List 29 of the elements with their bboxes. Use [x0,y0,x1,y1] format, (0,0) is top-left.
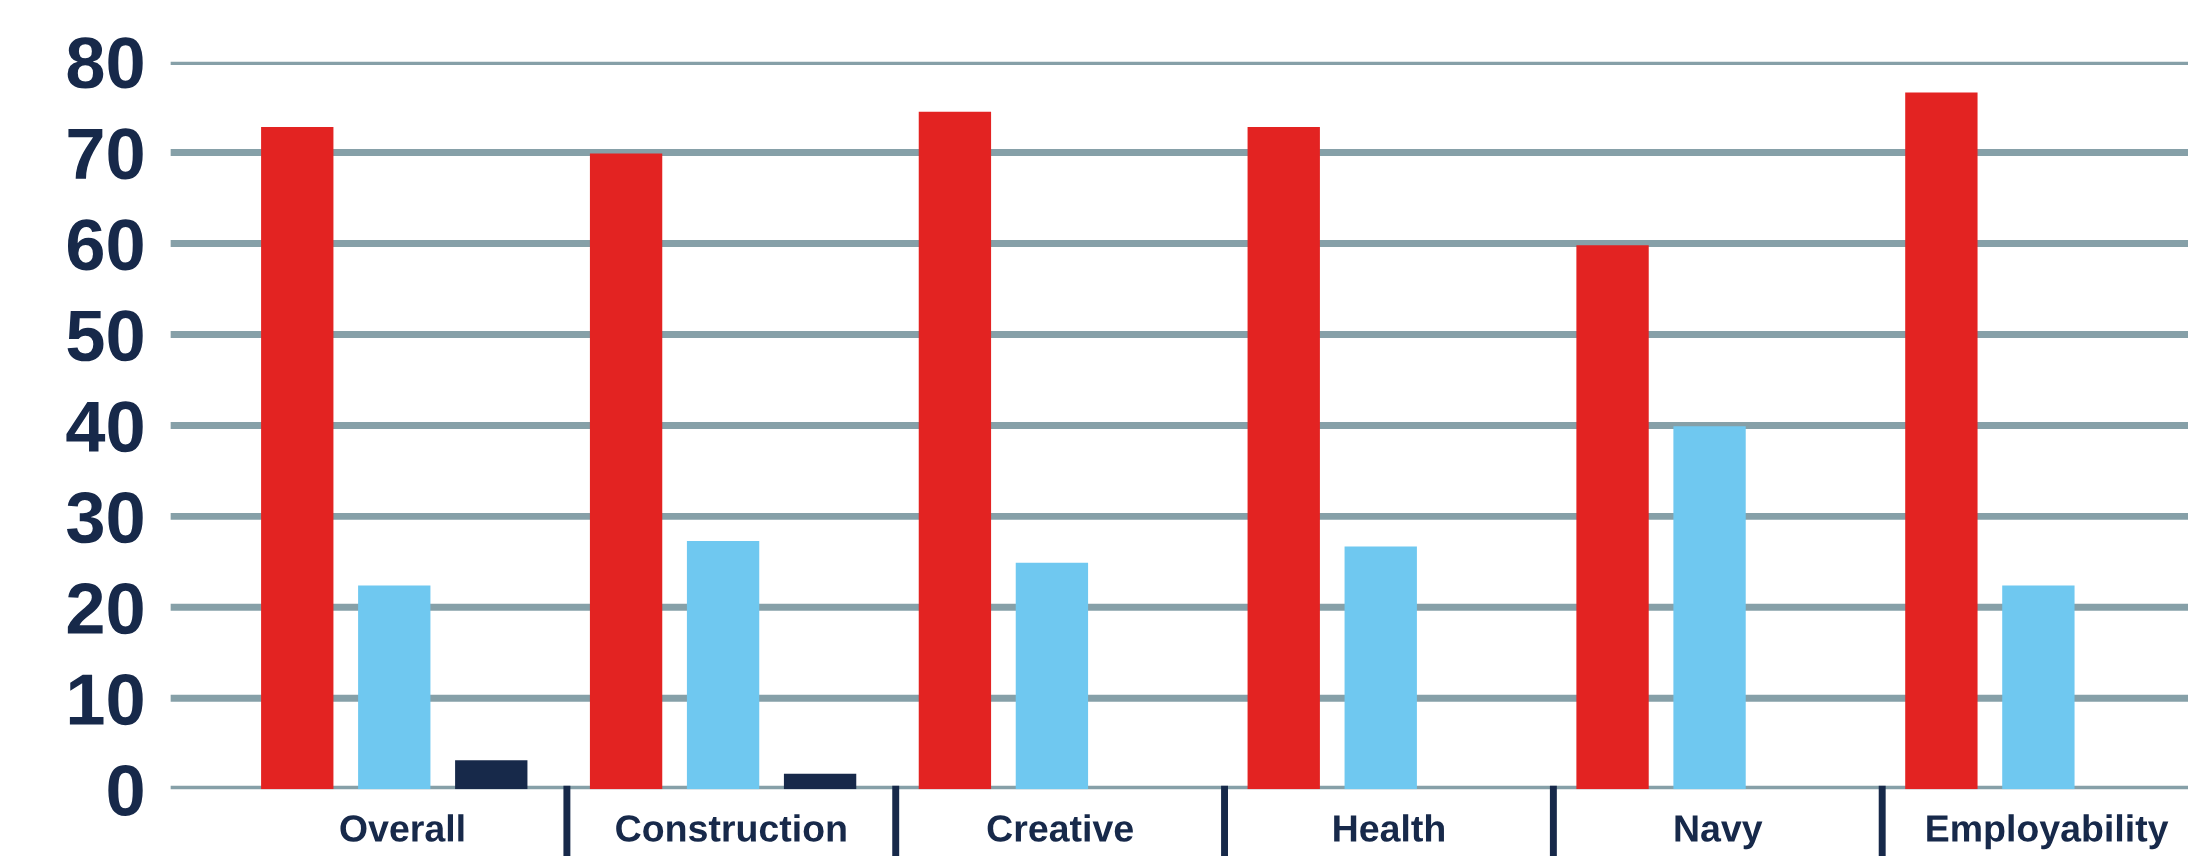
x-tick-label: Navy [1675,815,1763,850]
bar [455,760,528,790]
y-tick-label: 0 [108,764,143,817]
x-tick-label: Employability [1927,814,2169,850]
bar [1015,562,1089,790]
bar [686,540,760,790]
y-tick-label: 10 [69,674,143,726]
y-tick-label: 50 [67,310,143,362]
bar [1247,127,1320,790]
bar [1344,546,1417,790]
bar [1905,92,1978,790]
y-tick-label: 60 [67,219,143,271]
bar [1673,426,1746,790]
y-tick-label: 20 [67,583,143,635]
bar [261,127,334,790]
bar [1576,245,1649,790]
y-tick-label: 30 [67,492,143,544]
x-tick-label: Overall [340,814,464,842]
y-tick-label: 40 [66,401,143,453]
x-tick-label: Creative [987,814,1133,842]
y-tick-label: 70 [68,128,143,180]
bar [358,585,431,790]
bar [589,153,663,790]
bar [918,111,992,790]
bar [783,773,857,790]
y-tick-label: 80 [67,37,143,89]
bar [2002,585,2075,790]
x-tick-label: Health [1334,814,1444,842]
x-tick-label: Construction [616,814,846,842]
